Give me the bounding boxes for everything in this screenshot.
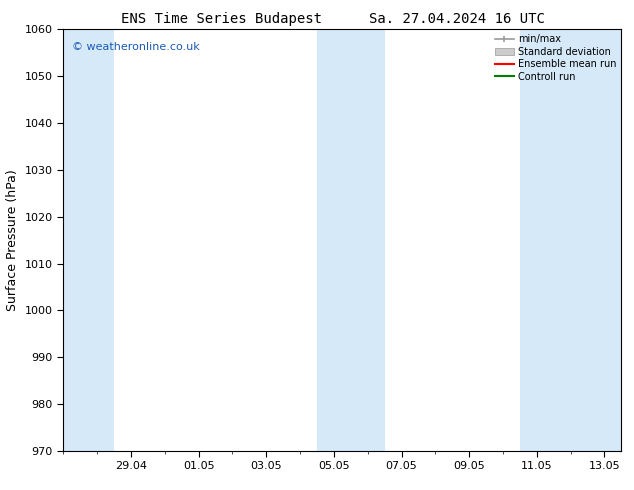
Text: ENS Time Series Budapest: ENS Time Series Budapest: [121, 12, 323, 26]
Bar: [317, 29, 351, 451]
Bar: [351, 29, 385, 451]
Text: Sa. 27.04.2024 16 UTC: Sa. 27.04.2024 16 UTC: [368, 12, 545, 26]
Bar: [520, 29, 621, 451]
Legend: min/max, Standard deviation, Ensemble mean run, Controll run: min/max, Standard deviation, Ensemble me…: [493, 32, 618, 83]
Bar: [63, 29, 114, 451]
Y-axis label: Surface Pressure (hPa): Surface Pressure (hPa): [6, 169, 19, 311]
Text: © weatheronline.co.uk: © weatheronline.co.uk: [72, 42, 200, 52]
